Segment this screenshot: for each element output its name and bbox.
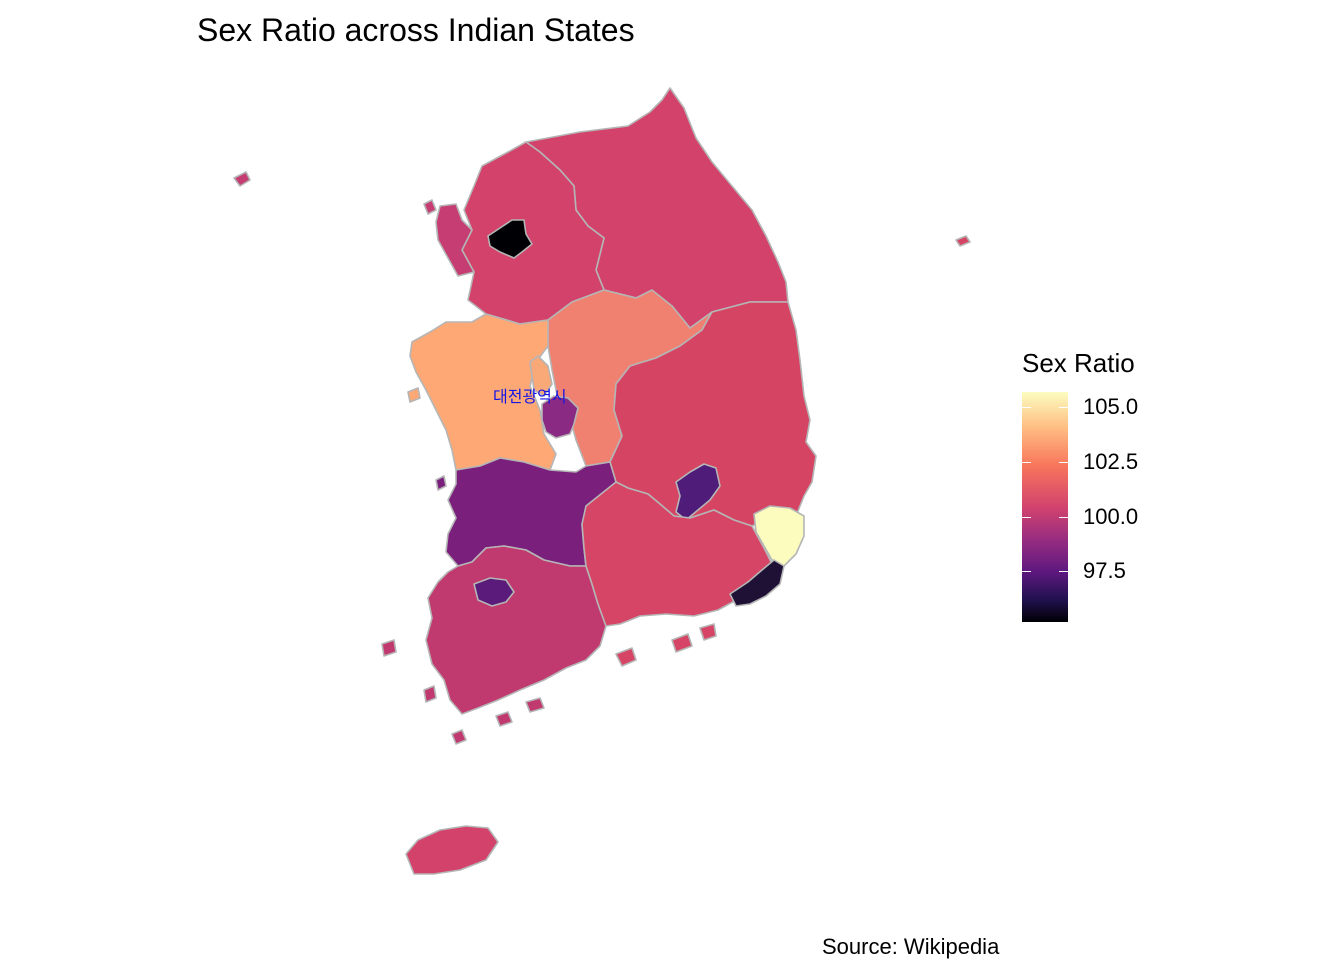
region-ulsan[interactable] <box>753 505 805 567</box>
legend-tick-mark <box>1059 462 1068 463</box>
region-incheon-island <box>423 199 437 215</box>
region-sejong[interactable] <box>529 355 553 397</box>
island-sw-3 <box>451 729 467 745</box>
region-jeonnam[interactable] <box>425 545 607 715</box>
legend-tick-mark <box>1022 407 1031 408</box>
island-s-3 <box>615 647 637 667</box>
region-daegu[interactable] <box>675 463 721 521</box>
island-s-4 <box>671 633 693 653</box>
legend-tick-mark <box>1022 571 1031 572</box>
legend-tick-mark <box>1059 517 1068 518</box>
legend-colorbar <box>1022 392 1068 622</box>
region-daejeon[interactable] <box>541 395 579 439</box>
region-gwangju[interactable] <box>473 577 515 607</box>
legend-tick-label: 97.5 <box>1083 558 1126 583</box>
island-s-1 <box>525 697 545 713</box>
legend-tick-mark <box>1059 571 1068 572</box>
legend-tick-label: 102.5 <box>1083 449 1139 474</box>
island-sw-2 <box>423 685 437 703</box>
legend-tick-mark <box>1059 407 1068 408</box>
region-incheon[interactable] <box>435 203 475 277</box>
island-ulleung <box>955 235 971 247</box>
island-s-2 <box>495 711 513 727</box>
map-title: Sex Ratio across Indian States <box>197 12 635 48</box>
legend-tick-label: 105.0 <box>1083 394 1139 419</box>
island-w-1 <box>407 387 421 403</box>
region-seoul[interactable] <box>487 219 533 259</box>
region-jeju[interactable] <box>405 825 499 875</box>
island-w-2 <box>435 475 447 491</box>
legend-tick-label: 100.0 <box>1083 504 1139 529</box>
city-label-daejeon: 대전광역시 <box>493 387 567 406</box>
island-nw <box>233 171 251 187</box>
island-sw-1 <box>381 639 397 657</box>
region-busan[interactable] <box>729 559 785 607</box>
source-caption: Source: Wikipedia <box>822 934 1000 959</box>
legend-tick-mark <box>1022 517 1031 518</box>
island-s-5 <box>699 623 717 641</box>
legend-tick-mark <box>1022 462 1031 463</box>
legend: Sex Ratio 105.0 102.5 100.0 97.5 <box>1022 346 1182 636</box>
legend-title: Sex Ratio <box>1022 348 1135 378</box>
region-chungnam[interactable] <box>409 313 557 471</box>
